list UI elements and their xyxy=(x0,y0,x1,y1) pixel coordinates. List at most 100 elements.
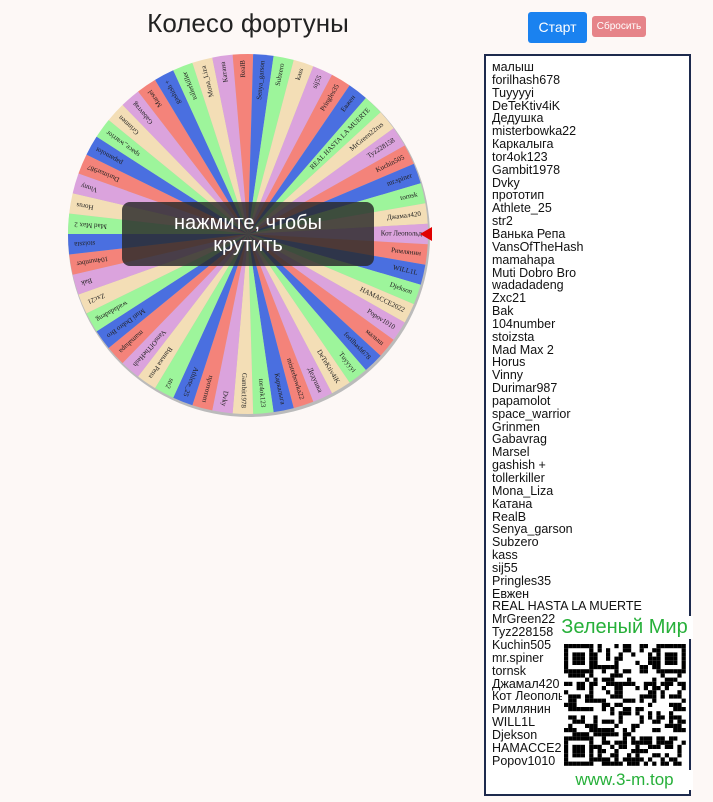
qr-module xyxy=(627,669,632,674)
qr-module xyxy=(664,644,669,649)
qr-module xyxy=(673,707,678,712)
qr-module xyxy=(618,761,623,766)
start-button[interactable]: Старт xyxy=(528,12,587,43)
wheel-segment xyxy=(192,57,248,234)
qr-module xyxy=(601,702,606,707)
qr-module xyxy=(652,665,657,670)
qr-module xyxy=(585,761,590,766)
qr-module xyxy=(614,753,619,758)
qr-module xyxy=(681,719,686,724)
qr-module xyxy=(593,698,598,703)
qr-module xyxy=(576,736,581,741)
qr-module xyxy=(622,681,627,686)
qr-module xyxy=(652,681,657,686)
qr-module xyxy=(589,753,594,758)
qr-module xyxy=(648,652,653,657)
participant: Muti Dobro Bro xyxy=(492,265,577,280)
spin-prompt[interactable]: нажмите, чтобы крутить xyxy=(122,202,374,266)
qr-module xyxy=(643,665,648,670)
qr-module xyxy=(627,644,632,649)
qr-module xyxy=(639,715,644,720)
qr-module xyxy=(648,656,653,661)
wheel-segment xyxy=(248,234,314,409)
qr-module xyxy=(677,673,682,678)
qr-module xyxy=(610,694,615,699)
qr-module xyxy=(564,753,569,758)
qr-module xyxy=(669,669,674,674)
participant: Gambit1978 xyxy=(492,162,561,177)
wheel-label: tor4ok123 xyxy=(257,378,267,408)
qr-module xyxy=(618,656,623,661)
wheel-segment xyxy=(232,234,254,414)
qr-module xyxy=(627,698,632,703)
qr-module xyxy=(643,686,648,691)
qr-module xyxy=(660,681,665,686)
qr-module xyxy=(618,673,623,678)
qr-module xyxy=(564,736,569,741)
qr-module xyxy=(664,753,669,758)
qr-module xyxy=(618,740,623,745)
qr-module xyxy=(635,686,640,691)
qr-module xyxy=(677,715,682,720)
qr-module xyxy=(593,681,598,686)
participant: Kuchin505 xyxy=(492,637,552,652)
qr-module xyxy=(614,681,619,686)
qr-module xyxy=(585,677,590,682)
qr-module xyxy=(627,707,632,712)
qr-module xyxy=(580,736,585,741)
qr-module xyxy=(677,644,682,649)
qr-module xyxy=(677,694,682,699)
qr-module xyxy=(580,761,585,766)
qr-module xyxy=(589,749,594,754)
wheel-segment xyxy=(108,104,248,234)
participant: Athlete_25 xyxy=(492,201,552,216)
qr-module xyxy=(610,732,615,737)
qr-module xyxy=(572,753,577,758)
qr-module xyxy=(627,757,632,762)
qr-module xyxy=(660,669,665,674)
qr-module xyxy=(589,673,594,678)
participant: Durimar987 xyxy=(492,381,558,396)
wheel-segment xyxy=(248,234,366,383)
qr-module xyxy=(660,673,665,678)
qr-module xyxy=(572,698,577,703)
qr-module xyxy=(677,753,682,758)
qr-module xyxy=(652,753,657,758)
qr-module xyxy=(614,694,619,699)
participant: space_warrior xyxy=(492,406,571,421)
qr-module xyxy=(593,665,598,670)
qr-module xyxy=(664,740,669,745)
reset-button[interactable]: Сбросить xyxy=(592,16,646,37)
participant: Каркалыга xyxy=(492,137,554,152)
qr-module xyxy=(669,660,674,665)
qr-module xyxy=(614,723,619,728)
qr-module xyxy=(643,669,648,674)
qr-module xyxy=(580,686,585,691)
qr-module xyxy=(580,669,585,674)
wheel-label: Кот Леопольд xyxy=(381,230,423,238)
qr-module xyxy=(639,707,644,712)
qr-module xyxy=(580,644,585,649)
participant: Grinmen xyxy=(492,419,540,434)
qr-module xyxy=(589,744,594,749)
qr-module xyxy=(572,669,577,674)
qr-module xyxy=(669,656,674,661)
qr-module xyxy=(589,652,594,657)
qr-module xyxy=(606,732,611,737)
participant: Евжен xyxy=(492,586,530,601)
qr-module xyxy=(568,723,573,728)
qr-module xyxy=(572,652,577,657)
qr-module xyxy=(631,757,636,762)
qr-module xyxy=(648,736,653,741)
wheel-segment xyxy=(248,55,294,235)
wheel-segment xyxy=(248,59,314,234)
qr-module xyxy=(681,698,686,703)
qr-module xyxy=(652,698,657,703)
qr-module xyxy=(660,736,665,741)
qr-module xyxy=(660,757,665,762)
qr-module xyxy=(606,665,611,670)
participant: DeTeKtiv4iK xyxy=(492,98,561,113)
participant: mr.spiner xyxy=(492,650,544,665)
qr-module xyxy=(601,732,606,737)
